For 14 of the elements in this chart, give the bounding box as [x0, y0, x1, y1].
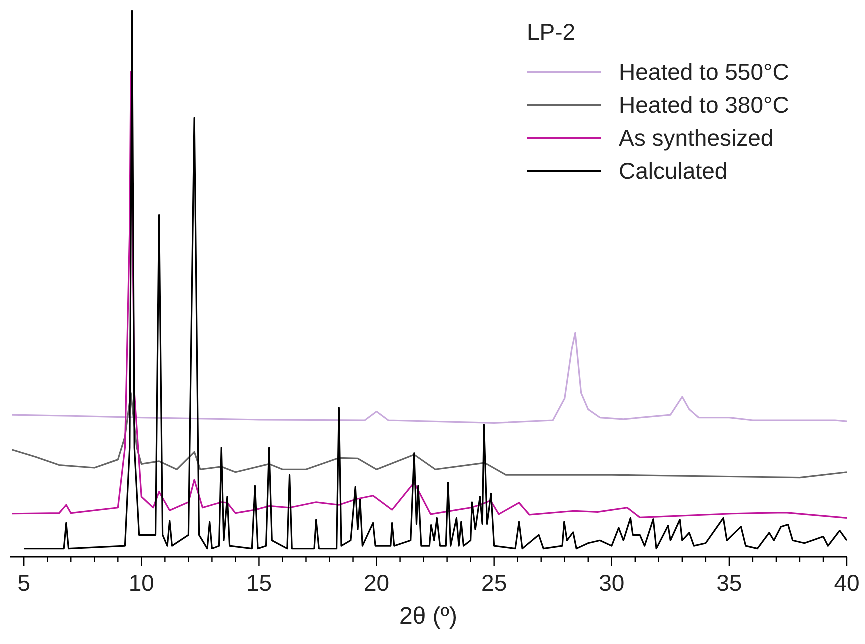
- x-tick-label: 15: [246, 570, 272, 596]
- x-tick-label: 40: [834, 570, 860, 596]
- legend-title: LP-2: [527, 19, 576, 45]
- x-tick-label: 30: [599, 570, 625, 596]
- x-tick-label: 35: [716, 570, 742, 596]
- x-axis-title: 2θ (º): [399, 603, 458, 630]
- x-tick-label: 25: [482, 570, 508, 596]
- legend-label: Calculated: [619, 158, 728, 184]
- x-tick-label: 5: [18, 570, 31, 596]
- x-tick-label: 10: [128, 570, 154, 596]
- legend-label: As synthesized: [619, 125, 774, 151]
- legend-label: Heated to 380°C: [619, 92, 790, 118]
- x-tick-label: 20: [364, 570, 390, 596]
- legend-label: Heated to 550°C: [619, 59, 790, 85]
